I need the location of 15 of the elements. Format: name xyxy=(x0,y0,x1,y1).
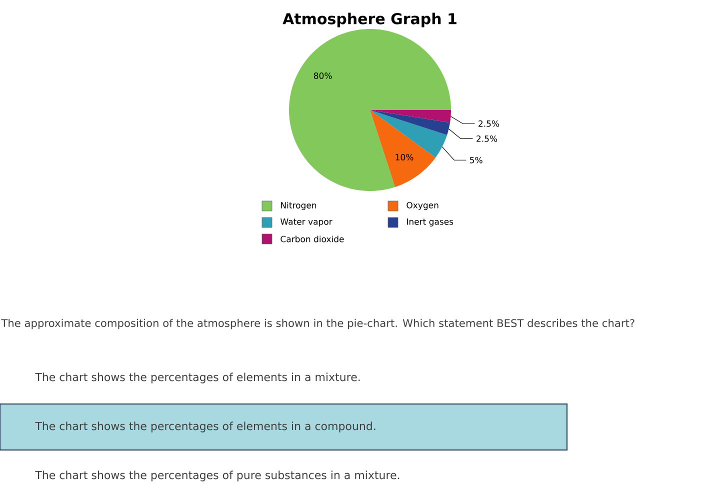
data-label: 80% xyxy=(314,72,332,79)
legend-label: Inert gases xyxy=(407,218,454,226)
chart-title: Atmosphere Graph 1 xyxy=(282,12,456,28)
legend-label: Nitrogen xyxy=(281,202,316,210)
text: The chart shows the percentages of elements in a mixture. xyxy=(35,372,360,384)
data-label: 2.5% xyxy=(476,135,498,142)
data-label: 2.5% xyxy=(478,120,500,127)
text: The chart shows the percentages of pure substances in a mixture. xyxy=(35,470,400,482)
text: The chart shows the percentages of elements in a compound. xyxy=(35,422,376,432)
data-label: 10% xyxy=(396,154,414,160)
legend-label: Water vapor xyxy=(280,218,332,226)
text: The approximate composition of the atmosphere is shown in the pie-chart. Which statement BEST describes the chart? xyxy=(1,318,634,330)
data-label: 5% xyxy=(470,156,482,164)
legend-label: Carbon dioxide xyxy=(280,236,344,242)
legend-label: Oxygen xyxy=(406,202,438,210)
